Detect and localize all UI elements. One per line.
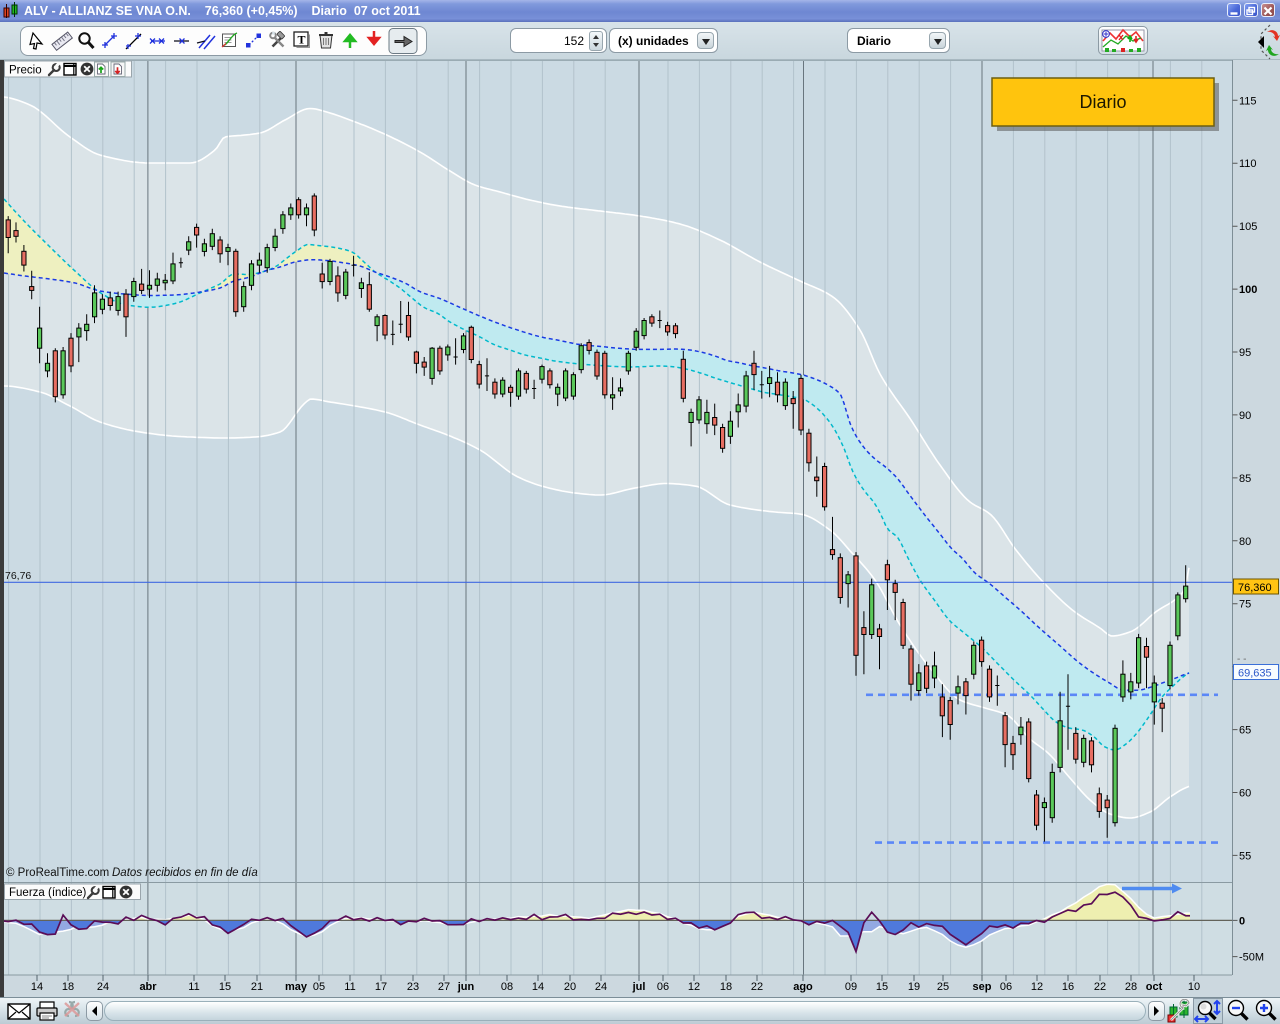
svg-text:10: 10 bbox=[1188, 981, 1200, 993]
svg-text:jun: jun bbox=[457, 981, 475, 993]
svg-text:14: 14 bbox=[532, 981, 544, 993]
svg-text:12: 12 bbox=[1031, 981, 1043, 993]
svg-text:11: 11 bbox=[344, 981, 355, 993]
svg-text:Precio: Precio bbox=[9, 65, 42, 77]
svg-text:23: 23 bbox=[407, 981, 419, 993]
svg-text:20: 20 bbox=[564, 981, 576, 993]
svg-text:sep: sep bbox=[973, 981, 992, 993]
svg-text:ago: ago bbox=[793, 981, 813, 993]
svg-text:24: 24 bbox=[97, 981, 109, 993]
svg-text:-50M: -50M bbox=[1239, 952, 1264, 964]
svg-text:110: 110 bbox=[1239, 158, 1257, 170]
svg-text:22: 22 bbox=[751, 981, 763, 993]
svg-text:105: 105 bbox=[1239, 221, 1257, 233]
svg-text:jul: jul bbox=[632, 981, 646, 993]
svg-text:85: 85 bbox=[1239, 473, 1251, 485]
svg-text:Datos recibidos en fin de día: Datos recibidos en fin de día bbox=[112, 867, 258, 879]
svg-text:15: 15 bbox=[219, 981, 231, 993]
svg-text:18: 18 bbox=[62, 981, 74, 993]
svg-text:05: 05 bbox=[313, 981, 325, 993]
svg-text:T: T bbox=[298, 33, 306, 47]
svg-text:18: 18 bbox=[720, 981, 732, 993]
svg-text:76,360: 76,360 bbox=[1238, 582, 1272, 594]
svg-text:17: 17 bbox=[375, 981, 387, 993]
svg-text:28: 28 bbox=[1125, 981, 1137, 993]
svg-text:Fuerza (índice): Fuerza (índice) bbox=[9, 887, 87, 899]
svg-text:115: 115 bbox=[1239, 95, 1257, 107]
svg-text:© ProRealTime.com: © ProRealTime.com bbox=[6, 867, 109, 879]
svg-text:27: 27 bbox=[438, 981, 450, 993]
svg-text:08: 08 bbox=[501, 981, 513, 993]
svg-text:abr: abr bbox=[139, 981, 157, 993]
svg-text:09: 09 bbox=[845, 981, 857, 993]
svg-text:65: 65 bbox=[1239, 725, 1251, 737]
svg-text:69,635: 69,635 bbox=[1238, 668, 1272, 680]
svg-text:14: 14 bbox=[31, 981, 43, 993]
svg-text:oct: oct bbox=[1146, 981, 1163, 993]
svg-text:55: 55 bbox=[1239, 850, 1251, 862]
svg-text:Diario: Diario bbox=[1079, 92, 1126, 112]
svg-text:06: 06 bbox=[1000, 981, 1012, 993]
svg-text:24: 24 bbox=[595, 981, 607, 993]
svg-text:60: 60 bbox=[1239, 788, 1251, 800]
svg-text:15: 15 bbox=[876, 981, 888, 993]
svg-text:19: 19 bbox=[908, 981, 920, 993]
svg-text:06: 06 bbox=[657, 981, 669, 993]
svg-text:95: 95 bbox=[1239, 347, 1251, 359]
svg-text:76,76: 76,76 bbox=[5, 570, 31, 582]
svg-text:21: 21 bbox=[251, 981, 263, 993]
svg-text:75: 75 bbox=[1239, 599, 1251, 611]
svg-text:90: 90 bbox=[1239, 410, 1251, 422]
svg-text:- -: - - bbox=[1237, 654, 1246, 665]
svg-text:25: 25 bbox=[937, 981, 949, 993]
svg-text:16: 16 bbox=[1062, 981, 1074, 993]
svg-text:11: 11 bbox=[188, 981, 199, 993]
svg-text:0: 0 bbox=[1239, 915, 1245, 927]
svg-text:22: 22 bbox=[1094, 981, 1106, 993]
svg-text:100: 100 bbox=[1239, 284, 1257, 296]
svg-text:12: 12 bbox=[688, 981, 700, 993]
svg-text:80: 80 bbox=[1239, 536, 1251, 548]
svg-text:may: may bbox=[285, 981, 308, 993]
